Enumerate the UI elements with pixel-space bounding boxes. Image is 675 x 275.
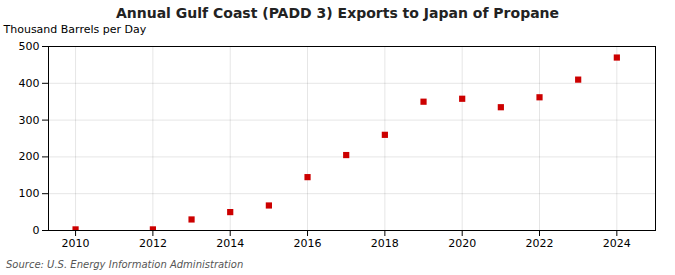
html-text:Source: U.S. Energy Informatio: Source: U.S. Energy Information Administ… bbox=[6, 259, 244, 270]
svg-text:2016: 2016 bbox=[294, 237, 322, 250]
svg-text:400: 400 bbox=[19, 77, 40, 90]
svg-text:300: 300 bbox=[19, 114, 40, 127]
svg-text:2010: 2010 bbox=[62, 237, 90, 250]
svg-text:Thousand Barrels per Day: Thousand Barrels per Day bbox=[3, 23, 147, 36]
svg-text:2018: 2018 bbox=[371, 237, 399, 250]
svg-text:2022: 2022 bbox=[526, 237, 554, 250]
html-text:Annual Gulf Coast (PADD 3) Exp: Annual Gulf Coast (PADD 3) Exports to Ja… bbox=[115, 5, 560, 21]
svg-text:2024: 2024 bbox=[603, 237, 631, 250]
svg-text:2012: 2012 bbox=[139, 237, 167, 250]
svg-text:2020: 2020 bbox=[448, 237, 476, 250]
svg-text:2014: 2014 bbox=[216, 237, 244, 250]
svg-text:0: 0 bbox=[33, 224, 40, 237]
svg-text:500: 500 bbox=[19, 40, 40, 53]
svg-text:100: 100 bbox=[19, 187, 40, 200]
svg-text:200: 200 bbox=[19, 150, 40, 163]
